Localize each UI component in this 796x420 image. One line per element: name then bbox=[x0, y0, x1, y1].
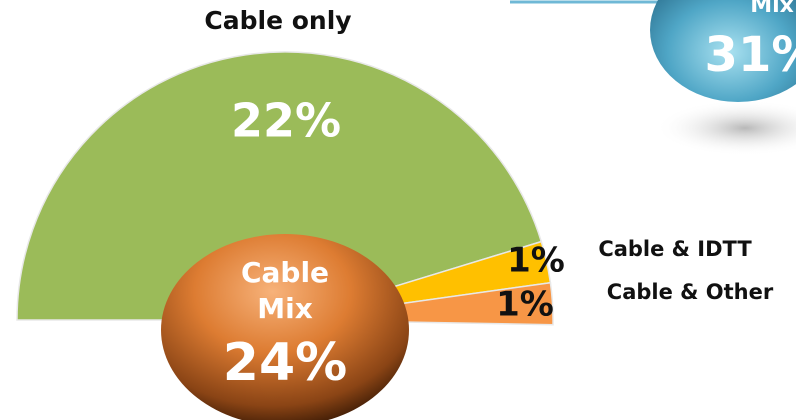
bubble-name: Mix bbox=[257, 292, 313, 325]
blue-bubble bbox=[650, 0, 796, 102]
bubble-shadow bbox=[655, 100, 796, 156]
segment-label: 22% bbox=[231, 94, 341, 148]
segment-label: 1% bbox=[496, 285, 554, 325]
bubble-label: 24% bbox=[223, 333, 347, 393]
segment-name: Cable only bbox=[204, 6, 351, 35]
bubble-name: Mix bbox=[750, 0, 794, 18]
segment-name: Cable & IDTT bbox=[598, 237, 752, 261]
segment-label: 1% bbox=[507, 241, 565, 281]
sector-cable-only bbox=[16, 51, 543, 321]
bubble-name: Cable bbox=[241, 256, 329, 289]
bubble-label: 31% bbox=[705, 27, 796, 83]
segment-name: Cable & Other bbox=[607, 280, 774, 304]
orange-bubble bbox=[161, 234, 409, 420]
